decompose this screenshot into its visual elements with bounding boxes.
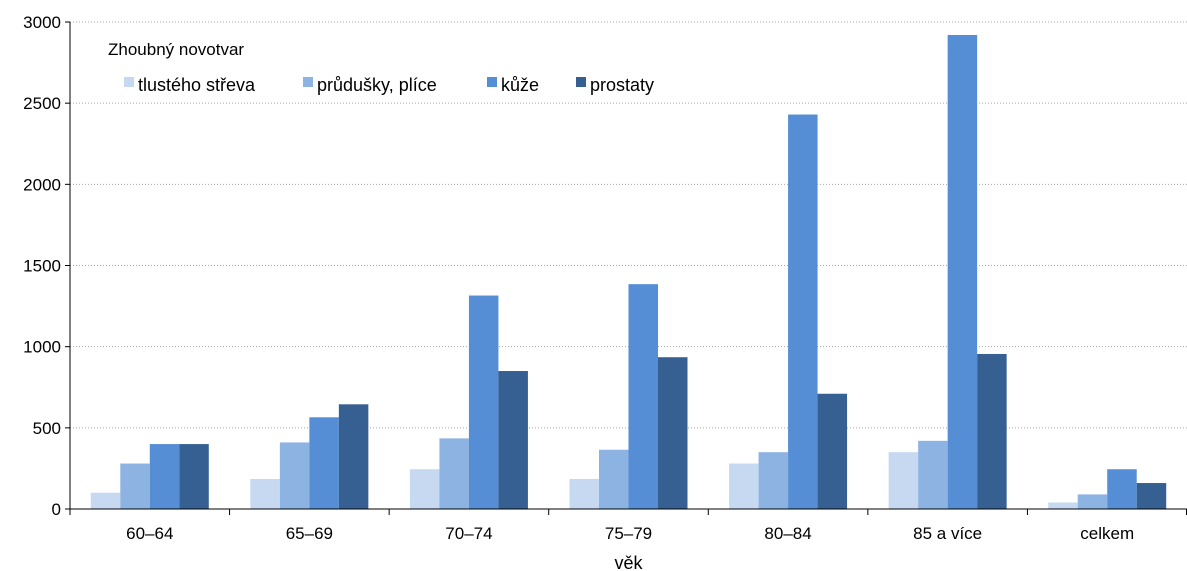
x-tick-label: 80–84 (764, 524, 811, 543)
legend: Zhoubný novotvar tlustého střeva průdušky… (108, 40, 654, 95)
bar (788, 114, 818, 509)
legend-title: Zhoubný novotvar (108, 40, 244, 59)
bar (279, 442, 310, 509)
legend-label: tlustého střeva (138, 75, 256, 95)
bar (758, 452, 789, 509)
bars-group (90, 34, 1167, 510)
x-tick-label: 70–74 (445, 524, 492, 543)
bar (179, 444, 209, 509)
x-tick-label: 75–79 (605, 524, 652, 543)
bar (729, 463, 759, 509)
bar (1048, 502, 1078, 509)
bar (90, 492, 121, 509)
legend-swatch (487, 77, 497, 87)
legend-swatch (124, 77, 134, 87)
bar (309, 417, 339, 509)
bar (817, 393, 848, 509)
bar (149, 444, 180, 509)
y-tick-label: 1500 (23, 257, 61, 276)
bar (498, 371, 528, 509)
y-tick-label: 1000 (23, 338, 61, 357)
bar (1107, 469, 1137, 509)
bar (1077, 494, 1108, 509)
legend-label: kůže (501, 75, 539, 95)
x-tick-label: celkem (1080, 524, 1134, 543)
x-axis-title: věk (614, 553, 643, 571)
y-tick-labels: 0 500 1000 1500 2000 2500 3000 (23, 13, 61, 519)
legend-swatch (576, 77, 586, 87)
y-tick-label: 3000 (23, 13, 61, 32)
bar (947, 34, 978, 510)
y-tick-label: 2500 (23, 94, 61, 113)
x-tick-labels: 60–64 65–69 70–74 75–79 80–84 85 a více celkem (126, 524, 1134, 543)
bar (409, 469, 440, 509)
x-tick-label: 60–64 (126, 524, 173, 543)
bar (338, 404, 369, 509)
legend-label: průdušky, plíce (317, 75, 437, 95)
bar (977, 353, 1007, 509)
bar (628, 284, 658, 509)
bar (250, 478, 280, 509)
bar (439, 438, 469, 509)
bar (888, 452, 919, 509)
y-tick-label: 2000 (23, 175, 61, 194)
bar (599, 449, 629, 509)
bar (918, 440, 948, 509)
x-tick-label: 85 a více (913, 524, 982, 543)
legend-label: prostaty (590, 75, 654, 95)
axes (65, 21, 1187, 515)
bar (1136, 483, 1167, 509)
y-tick-label: 0 (52, 500, 61, 519)
y-tick-label: 500 (33, 419, 61, 438)
legend-swatch (303, 77, 313, 87)
bar (468, 295, 499, 509)
bar (120, 463, 150, 509)
bar (569, 478, 599, 509)
bar (658, 357, 688, 509)
x-tick-label: 65–69 (286, 524, 333, 543)
